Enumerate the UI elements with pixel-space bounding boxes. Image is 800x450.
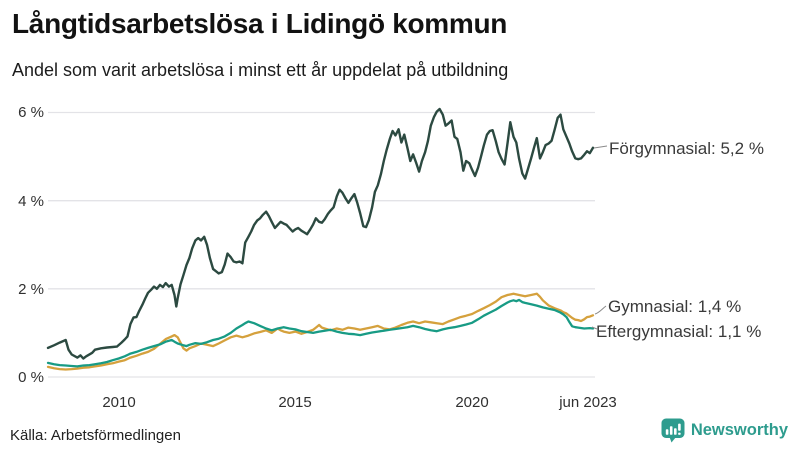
connector-eftergymnasial: [591, 326, 598, 330]
x-axis-tick-2015: 2015: [278, 394, 312, 411]
annotation-connectors: [591, 145, 608, 330]
page-subtitle: Andel som varit arbetslösa i minst ett å…: [12, 60, 509, 80]
y-axis-tick-2: 2 %: [18, 281, 44, 298]
x-axis-tick-2020: 2020: [455, 394, 489, 411]
line-eftergymnasial: [46, 298, 595, 368]
line-gymnasial: [46, 292, 595, 371]
connector-gymnasial: [594, 305, 607, 315]
series-label-forgymnasial: Förgymnasial: 5,2 %: [609, 139, 764, 158]
gridlines: [48, 111, 595, 378]
x-axis-tick-2010: 2010: [102, 394, 136, 411]
newsworthy-wordmark: Newsworthy: [690, 420, 788, 439]
newsworthy-logo: Newsworthy: [661, 417, 788, 443]
bar-chart-speech-bubble-icon: [661, 418, 685, 442]
source-credit: Källa: Arbetsförmedlingen: [10, 427, 181, 444]
x-axis-tick-jun-2023: jun 2023: [559, 394, 617, 411]
y-axis-tick-0: 0 %: [18, 369, 44, 386]
line-förgymnasial: [46, 107, 595, 360]
series-label-gymnasial: Gymnasial: 1,4 %: [608, 297, 742, 316]
y-axis-tick-6: 6 %: [18, 104, 44, 121]
data-lines: [46, 107, 595, 371]
connector-forgymnasial: [593, 145, 608, 149]
y-axis-tick-4: 4 %: [18, 193, 44, 210]
page-title: Långtidsarbetslösa i Lidingö kommun: [12, 8, 508, 39]
series-label-eftergymnasial: Eftergymnasial: 1,1 %: [596, 322, 762, 341]
